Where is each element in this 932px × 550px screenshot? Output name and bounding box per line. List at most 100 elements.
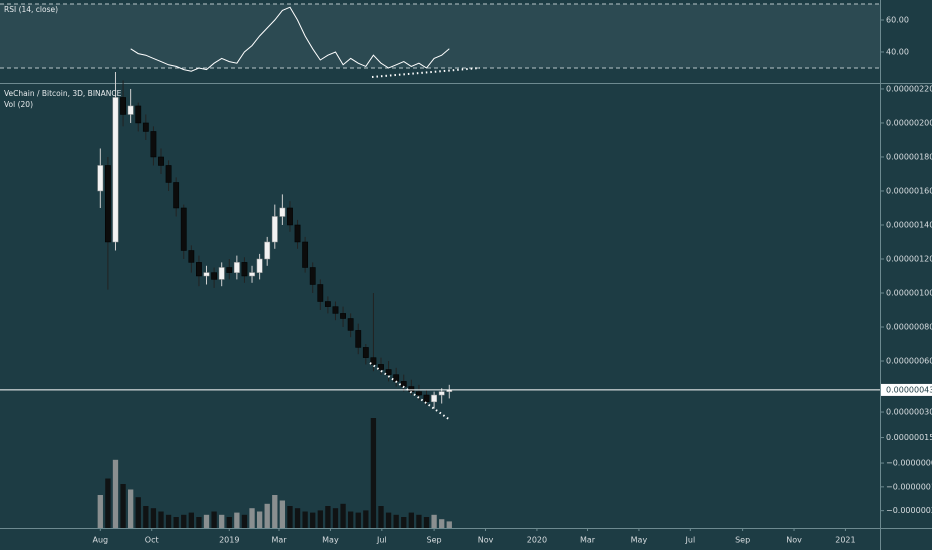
candle-body (173, 182, 180, 209)
candle-body (378, 364, 384, 370)
y-tick-label: 0.00000160 (886, 186, 932, 195)
candle-body (188, 250, 195, 263)
volume-bar (120, 484, 126, 528)
candle-body (302, 241, 309, 268)
price-trendline (369, 362, 451, 421)
rsi-tick-label: 60.00 (886, 15, 909, 24)
marks (0, 3, 880, 528)
volume-bar (219, 514, 225, 528)
volume-bar (264, 503, 270, 528)
candle-body (309, 267, 316, 285)
rsi-tick-label: 40.00 (886, 47, 909, 56)
y-tick-label: 0.00000015 (886, 433, 932, 442)
y-tick-label: 0.00000030 (886, 408, 932, 417)
y-tick-label: 0.00000200 (886, 118, 932, 127)
volume-bar (370, 418, 377, 528)
volume-bar (317, 510, 323, 528)
candle-body (97, 165, 104, 192)
volume-bar (150, 508, 157, 528)
y-tick-label: −0.00000014 (886, 482, 932, 491)
candle-body (218, 267, 225, 280)
candle-body (249, 272, 255, 277)
x-tick-label: Nov (786, 536, 802, 545)
y-tick-label: 0.00000220 (886, 84, 932, 93)
volume-bar (302, 511, 308, 528)
x-tick-label: 2019 (219, 536, 239, 545)
volume-bar (143, 506, 149, 528)
volume-bar (393, 514, 399, 528)
candle-body (370, 357, 377, 365)
volume-bar (226, 517, 232, 528)
candle-body (142, 122, 149, 132)
x-tick-label: Jul (376, 536, 387, 545)
candle-body (400, 381, 407, 387)
x-tick-label: Mar (271, 536, 287, 545)
volume-bar (203, 514, 210, 528)
last-price-label: 0.00000043 (886, 385, 932, 394)
candle-body (385, 369, 392, 375)
volume-bar (241, 514, 248, 528)
y-tick-label: −0.00000028 (886, 506, 932, 515)
volume-bar (211, 511, 217, 528)
candle-body (279, 207, 286, 217)
x-tick-label: Sep (735, 536, 750, 545)
y-tick-label: 0.00000100 (886, 289, 932, 298)
y-tick-label: 0.00000120 (886, 254, 932, 263)
x-tick-label: Nov (478, 536, 494, 545)
x-tick-label: 2021 (835, 536, 855, 545)
rsi-line (130, 6, 450, 72)
candle-body (271, 216, 278, 243)
last-price-box (881, 383, 932, 396)
volume-bar (310, 512, 316, 528)
volume-bar (401, 517, 407, 528)
candle-body (241, 262, 248, 277)
candle-body (362, 347, 369, 358)
volume-bar (256, 511, 263, 528)
candle-body (438, 391, 445, 396)
volume-bar (127, 489, 134, 528)
candle-body (347, 318, 354, 331)
candle-body (150, 131, 157, 158)
volume-bar (188, 512, 194, 528)
volume-bar (431, 514, 437, 528)
candle-body (393, 374, 400, 382)
candle-body (317, 284, 324, 302)
candle-body (408, 386, 415, 392)
x-tick-label: Mar (580, 536, 596, 545)
candle-body (158, 156, 164, 166)
volume-bar (105, 478, 111, 528)
volume-bar (112, 459, 119, 528)
volume-bar (234, 512, 240, 528)
candle-body (135, 105, 142, 124)
volume-bar (272, 495, 278, 528)
candle-body (294, 224, 301, 243)
volume-bar (347, 511, 354, 528)
volume-bar (385, 512, 392, 528)
volume-bar (439, 519, 445, 528)
candle-body (104, 165, 111, 243)
candle-body (287, 207, 293, 226)
candle-body (196, 262, 202, 277)
volume-bar (378, 506, 384, 528)
volume-bar (196, 517, 202, 528)
volume-bar (249, 508, 255, 528)
volume-label: Vol (20) (4, 100, 33, 109)
volume-bar (363, 510, 369, 528)
x-tick-label: Oct (145, 536, 159, 545)
candle-body (355, 330, 362, 348)
symbol-title: VeChain / Bitcoin, 3D, BINANCE (4, 89, 122, 98)
candle-body (127, 105, 134, 115)
volume-bar (158, 511, 164, 528)
x-tick-label: Aug (92, 536, 108, 545)
rsi-label: RSI (14, close) (4, 5, 58, 14)
volume-bar (181, 514, 187, 528)
volume-bar (97, 495, 103, 528)
x-tick-label: 2020 (527, 536, 547, 545)
rsi-band (0, 3, 880, 68)
volume-bar (294, 508, 301, 528)
candle-body (112, 97, 119, 243)
volume-bar (165, 514, 172, 528)
x-tick-label: May (631, 536, 648, 545)
volume-bar (325, 506, 331, 528)
